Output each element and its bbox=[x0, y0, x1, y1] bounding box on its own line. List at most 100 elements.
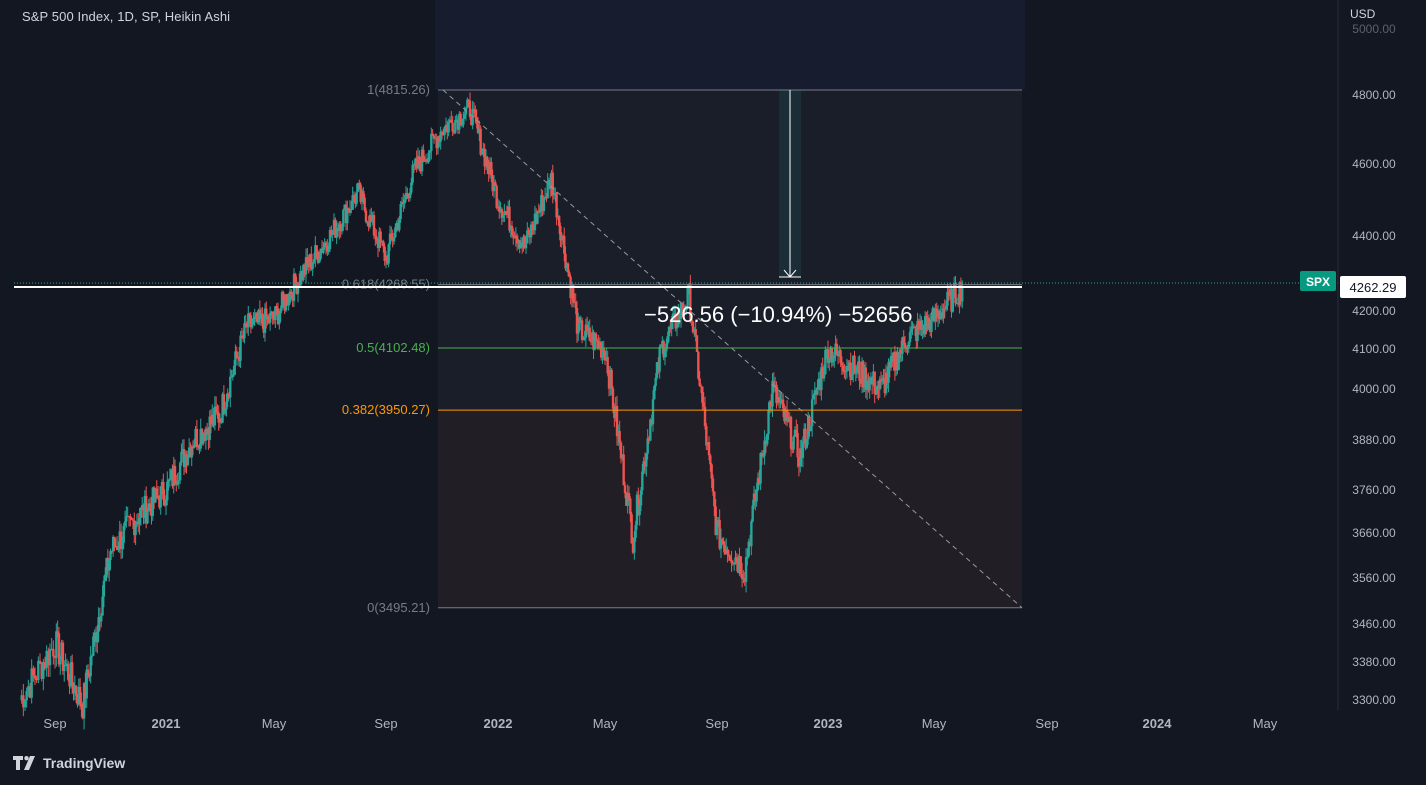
candle-body bbox=[546, 181, 549, 199]
candle-body bbox=[760, 453, 764, 456]
candle-body bbox=[256, 312, 259, 323]
fib-level-label: 0.5(4102.48) bbox=[356, 340, 430, 355]
candle-body bbox=[542, 198, 546, 212]
candle-body bbox=[698, 378, 701, 386]
candle-body bbox=[84, 683, 87, 699]
candle-body bbox=[589, 340, 593, 343]
candle-body bbox=[203, 433, 206, 441]
candle-body bbox=[785, 410, 789, 418]
candle-body bbox=[463, 114, 466, 119]
candle-body bbox=[27, 686, 30, 692]
candle-body bbox=[619, 442, 623, 459]
candle-body bbox=[150, 506, 153, 516]
candle-body bbox=[362, 190, 365, 198]
candle-body bbox=[658, 346, 661, 372]
candle-body bbox=[702, 402, 705, 407]
candle-body bbox=[77, 686, 80, 705]
candle-body bbox=[142, 504, 145, 518]
candle-body bbox=[213, 406, 217, 426]
candle-body bbox=[164, 500, 168, 506]
time-tick-label: May bbox=[1253, 716, 1278, 731]
candle-body bbox=[701, 386, 704, 403]
candle-body bbox=[53, 656, 57, 658]
candle-body bbox=[470, 116, 473, 126]
candle-body bbox=[690, 319, 693, 322]
candle-body bbox=[63, 666, 66, 671]
candle-body bbox=[382, 241, 385, 247]
candle-body bbox=[746, 556, 749, 558]
candle-body bbox=[817, 378, 820, 388]
candle-body bbox=[459, 113, 462, 126]
candle-body bbox=[958, 282, 961, 305]
candle-body bbox=[386, 256, 389, 264]
tradingview-label: TradingView bbox=[43, 755, 126, 771]
price-tag-label: 4262.29 bbox=[1350, 280, 1397, 295]
tradingview-brand[interactable]: TradingView bbox=[13, 755, 125, 771]
candle-body bbox=[873, 371, 876, 394]
candle-body bbox=[552, 193, 556, 196]
time-tick-label: May bbox=[593, 716, 618, 731]
candle-body bbox=[250, 324, 254, 328]
candle-body bbox=[372, 215, 376, 236]
candle-body bbox=[204, 428, 208, 441]
candle-body bbox=[529, 224, 533, 238]
candle-body bbox=[735, 557, 739, 564]
candle-body bbox=[528, 232, 532, 238]
candle-body bbox=[472, 109, 476, 111]
candle-body bbox=[85, 669, 88, 699]
price-tick-label: 4100.00 bbox=[1352, 342, 1396, 356]
candle-body bbox=[160, 482, 164, 487]
candle-body bbox=[182, 449, 186, 468]
candle-body bbox=[384, 256, 388, 261]
candle-body bbox=[143, 495, 147, 518]
candle-body bbox=[564, 253, 567, 269]
candle-body bbox=[938, 310, 941, 320]
candle-body bbox=[780, 399, 783, 401]
candle-body bbox=[682, 308, 685, 313]
candle-body bbox=[727, 554, 731, 557]
candle-body bbox=[822, 374, 826, 379]
candle-body bbox=[732, 562, 736, 565]
candle-body bbox=[711, 478, 715, 492]
candle-body bbox=[645, 453, 648, 467]
candle-body bbox=[275, 306, 278, 309]
candle-body bbox=[523, 236, 526, 249]
candle-body bbox=[499, 208, 502, 212]
candle-body bbox=[61, 642, 65, 671]
candle-body bbox=[655, 362, 659, 378]
candle-body bbox=[547, 180, 551, 182]
candle-body bbox=[722, 541, 725, 546]
candle-body bbox=[243, 323, 246, 339]
fib-level-label: 0(3495.21) bbox=[367, 600, 430, 615]
price-tick-label: 3300.00 bbox=[1352, 693, 1396, 707]
candle-body bbox=[610, 369, 613, 389]
candle-body bbox=[232, 365, 236, 375]
candle-body bbox=[565, 263, 568, 269]
candle-body bbox=[662, 341, 665, 358]
candle-body bbox=[808, 416, 811, 432]
candle-body bbox=[211, 414, 214, 425]
candle-body bbox=[697, 351, 700, 379]
candle-body bbox=[267, 316, 271, 323]
candle-body bbox=[804, 428, 807, 448]
candle-body bbox=[584, 324, 588, 338]
candle-body bbox=[111, 536, 115, 552]
candle-body bbox=[850, 374, 854, 381]
time-tick-label: May bbox=[262, 716, 287, 731]
candle-body bbox=[588, 327, 591, 341]
candle-body bbox=[695, 335, 699, 352]
candle-body bbox=[512, 235, 515, 237]
candle-body bbox=[474, 109, 477, 118]
candle-body bbox=[863, 367, 866, 388]
candle-body bbox=[88, 675, 91, 677]
candle-body bbox=[55, 631, 58, 658]
candle-body bbox=[467, 99, 470, 101]
candle-body bbox=[915, 327, 918, 342]
price-tick-label: 5000.00 bbox=[1352, 22, 1396, 36]
candle-body bbox=[390, 233, 393, 239]
candle-body bbox=[342, 209, 345, 227]
candle-body bbox=[537, 211, 540, 213]
candle-body bbox=[555, 193, 558, 218]
